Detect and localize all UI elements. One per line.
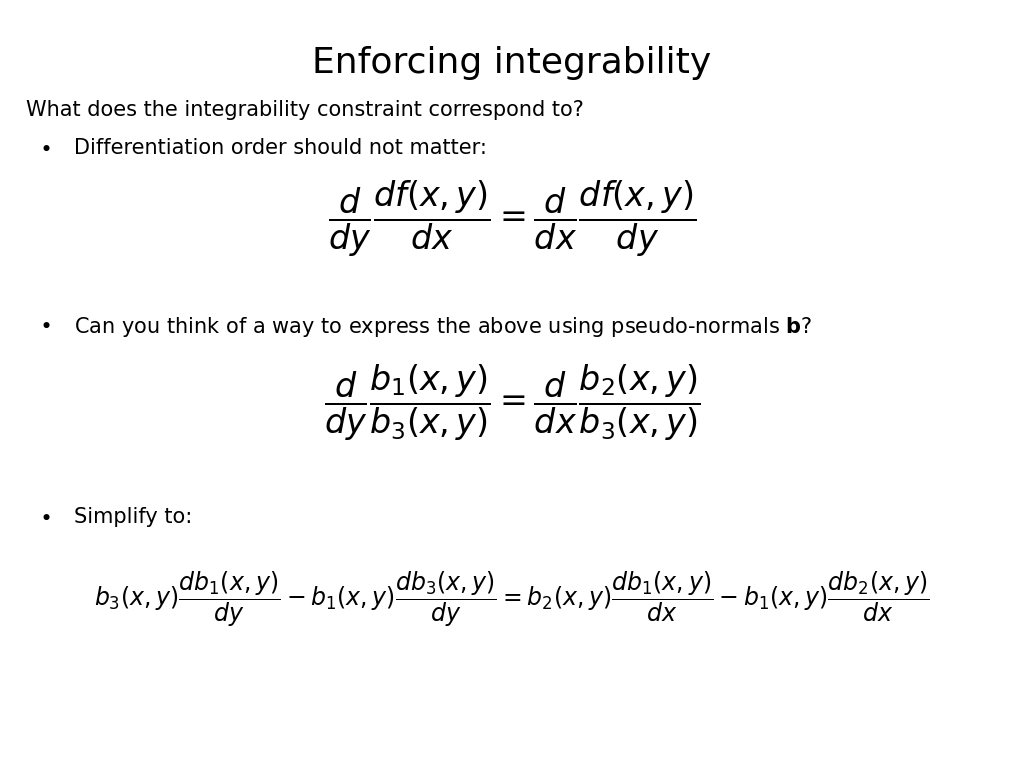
Text: $\bullet$: $\bullet$	[39, 507, 50, 527]
Text: What does the integrability constraint correspond to?: What does the integrability constraint c…	[26, 100, 584, 120]
Text: Enforcing integrability: Enforcing integrability	[312, 46, 712, 80]
Text: Differentiation order should not matter:: Differentiation order should not matter:	[74, 138, 486, 158]
Text: Simplify to:: Simplify to:	[74, 507, 191, 527]
Text: $\bullet$: $\bullet$	[39, 315, 50, 335]
Text: $\dfrac{d}{dy}\dfrac{df(x,y)}{dx} = \dfrac{d}{dx}\dfrac{df(x,y)}{dy}$: $\dfrac{d}{dy}\dfrac{df(x,y)}{dx} = \dfr…	[328, 179, 696, 259]
Text: $\dfrac{d}{dy}\dfrac{b_1(x,y)}{b_3(x,y)} = \dfrac{d}{dx}\dfrac{b_2(x,y)}{b_3(x,y: $\dfrac{d}{dy}\dfrac{b_1(x,y)}{b_3(x,y)}…	[324, 363, 700, 443]
Text: $\bullet$: $\bullet$	[39, 138, 50, 158]
Text: Can you think of a way to express the above using pseudo-normals $\mathbf{b}$?: Can you think of a way to express the ab…	[74, 315, 812, 339]
Text: $b_3(x,y)\dfrac{db_1(x,y)}{dy} - b_1(x,y)\dfrac{db_3(x,y)}{dy} = b_2(x,y)\dfrac{: $b_3(x,y)\dfrac{db_1(x,y)}{dy} - b_1(x,y…	[94, 569, 930, 629]
